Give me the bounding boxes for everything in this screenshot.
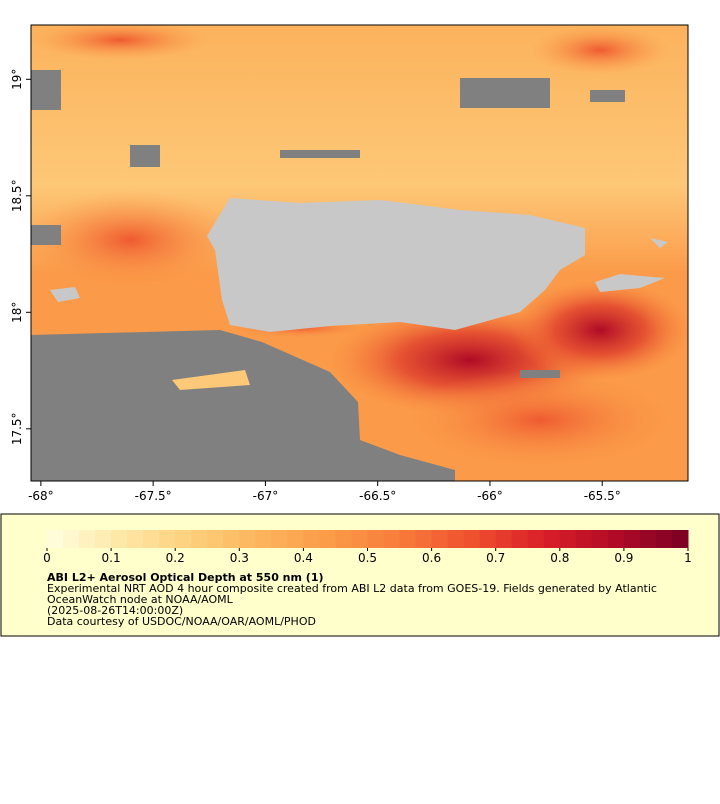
- colorbar-cell: [607, 530, 625, 548]
- y-tick-label: 18°: [10, 302, 24, 323]
- colorbar-cell: [623, 530, 641, 548]
- y-tick-label: 17.5°: [10, 412, 24, 445]
- colorbar-cell: [191, 530, 208, 548]
- colorbar-cell: [111, 530, 128, 548]
- colorbar-cell: [351, 530, 368, 548]
- colorbar-cell: [95, 530, 112, 548]
- y-tick-label: 18.5°: [10, 179, 24, 212]
- colorbar-cell: [175, 530, 192, 548]
- x-tick-label: -67°: [253, 489, 279, 503]
- legend-line: OceanWatch node at NOAA/AOML: [47, 593, 234, 606]
- colorbar-cell: [559, 530, 577, 548]
- colorbar-cell: [639, 530, 657, 548]
- legend-title: ABI L2+ Aerosol Optical Depth at 550 nm …: [47, 571, 324, 584]
- legend-line: Data courtesy of USDOC/NOAA/OAR/AOML/PHO…: [47, 615, 316, 628]
- colorbar-cell: [367, 530, 385, 548]
- colorbar-cell: [319, 530, 336, 548]
- colorbar-cell: [671, 530, 689, 548]
- colorbar-cell: [287, 530, 304, 548]
- colorbar-cell: [479, 530, 497, 548]
- colorbar-cell: [271, 530, 288, 548]
- colorbar-tick-label: 0.7: [486, 551, 505, 565]
- colorbar-cell: [591, 530, 609, 548]
- colorbar-tick-label: 0: [43, 551, 51, 565]
- y-tick-label: 19°: [10, 69, 24, 90]
- colorbar-tick-label: 0.1: [102, 551, 121, 565]
- colorbar-tick-label: 0.6: [422, 551, 441, 565]
- colorbar-cell: [575, 530, 593, 548]
- colorbar-cell: [47, 530, 64, 548]
- colorbar-cell: [239, 530, 256, 548]
- colorbar-cell: [127, 530, 144, 548]
- colorbar-tick-label: 0.2: [166, 551, 185, 565]
- colorbar-cell: [399, 530, 417, 548]
- colorbar-cell: [207, 530, 224, 548]
- colorbar-tick-label: 0.3: [230, 551, 249, 565]
- colorbar-cell: [655, 530, 673, 548]
- colorbar-cell: [527, 530, 545, 548]
- colorbar-cell: [543, 530, 561, 548]
- colorbar-cell: [143, 530, 160, 548]
- colorbar-cell: [431, 530, 449, 548]
- colorbar-cell: [255, 530, 272, 548]
- aod-field: [31, 25, 688, 481]
- vieques: [595, 274, 665, 292]
- legend-line: (2025-08-26T14:00:00Z): [47, 604, 183, 617]
- colorbar-cell: [223, 530, 240, 548]
- colorbar-tick-label: 0.4: [294, 551, 313, 565]
- puerto-rico: [207, 198, 585, 332]
- colorbar-cell: [79, 530, 96, 548]
- colorbar-tick-label: 0.5: [358, 551, 377, 565]
- colorbar-cell: [383, 530, 401, 548]
- colorbar-cell: [159, 530, 176, 548]
- x-tick-label: -65.5°: [584, 489, 621, 503]
- colorbar-cell: [303, 530, 320, 548]
- colorbar-tick-label: 1: [684, 551, 692, 565]
- colorbar-cell: [415, 530, 433, 548]
- colorbar-tick-label: 0.9: [614, 551, 633, 565]
- colorbar-cell: [495, 530, 513, 548]
- colorbar-cell: [335, 530, 352, 548]
- colorbar-cell: [63, 530, 80, 548]
- no-data: [31, 70, 625, 481]
- x-tick-label: -66.5°: [359, 489, 396, 503]
- colorbar-cell: [447, 530, 465, 548]
- legend-line: Experimental NRT AOD 4 hour composite cr…: [47, 582, 657, 595]
- colorbar-cell: [511, 530, 529, 548]
- x-tick-label: -68°: [28, 489, 54, 503]
- map-frame: [30, 24, 689, 482]
- colorbar-tick-label: 0.8: [550, 551, 569, 565]
- x-tick-label: -66°: [477, 489, 503, 503]
- x-tick-label: -67.5°: [135, 489, 172, 503]
- colorbar-cell: [463, 530, 481, 548]
